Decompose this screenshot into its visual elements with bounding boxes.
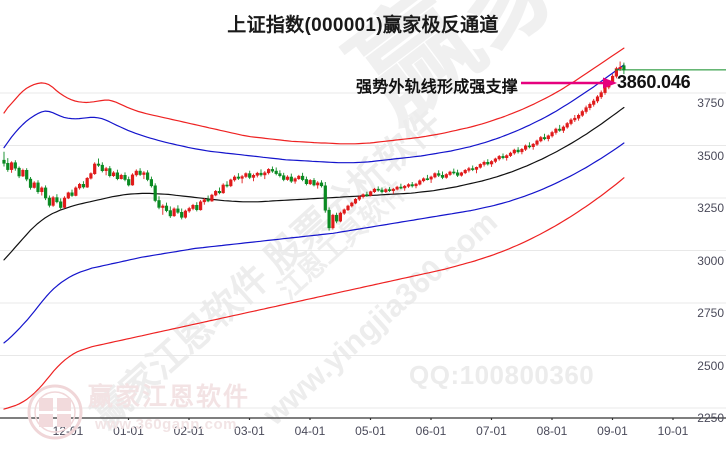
x-axis-tick-label: 09-01: [597, 424, 628, 438]
y-axis-tick-label: 2750: [697, 306, 724, 320]
chart-plot: [0, 45, 726, 420]
x-axis-tick-label: 10-01: [657, 424, 689, 438]
x-axis-tick-label: 03-01: [234, 424, 265, 438]
x-axis-tick-label: 12-01: [52, 424, 84, 438]
x-axis-tick-label: 06-01: [415, 424, 447, 438]
current-price-label: 3860.046: [617, 72, 691, 92]
x-axis-tick-label: 02-01: [173, 424, 205, 438]
y-axis-tick-label: 3250: [697, 201, 724, 215]
annotation-text: 强势外轨线形成强支撑: [356, 79, 519, 96]
y-axis-tick-label: 2500: [697, 358, 724, 373]
chart-canvas: [0, 47, 726, 420]
x-axis-tick-label: 08-01: [536, 424, 568, 438]
y-axis-tick-label: 2250: [697, 411, 724, 425]
x-axis-tick-label: 04-01: [294, 424, 326, 438]
page-title: 上证指数(000001)赢家极反通道: [227, 15, 499, 36]
y-axis-tick-label: 3500: [697, 148, 724, 163]
x-axis-tick-label: 01-01: [113, 424, 144, 438]
y-axis-tick-label: 3000: [697, 253, 724, 268]
x-axis-tick-label: 05-01: [355, 424, 386, 438]
y-axis-tick-label: 3750: [697, 96, 724, 110]
x-axis-tick-label: 07-01: [476, 424, 507, 438]
